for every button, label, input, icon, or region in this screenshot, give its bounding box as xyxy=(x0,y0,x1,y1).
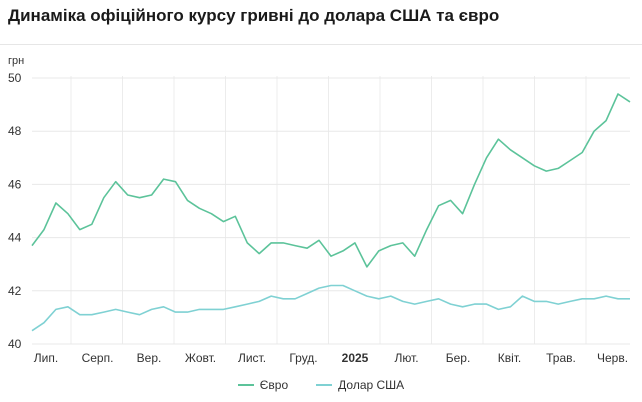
x-tick-label: Черв. xyxy=(597,351,628,365)
y-tick-label: 48 xyxy=(8,124,22,138)
x-tick-label: Бер. xyxy=(446,351,471,365)
horizontal-gridlines xyxy=(32,77,630,345)
legend-swatch-euro xyxy=(237,384,254,386)
legend: Євро Долар США xyxy=(0,378,642,392)
y-tick-label: 44 xyxy=(8,231,22,245)
x-tick-label: Груд. xyxy=(289,351,317,365)
x-tick-label: 2025 xyxy=(342,351,369,365)
chart-title: Динаміка офіційного курсу гривні до дола… xyxy=(8,6,500,25)
legend-label-euro: Євро xyxy=(259,378,289,392)
y-tick-label: 42 xyxy=(8,284,22,298)
x-tick-label: Лют. xyxy=(394,351,418,365)
legend-item-usd[interactable]: Долар США xyxy=(316,378,404,392)
series-line-euro xyxy=(31,93,631,268)
legend-item-euro[interactable]: Євро xyxy=(237,378,289,392)
x-tick-label: Лист. xyxy=(238,351,266,365)
legend-label-usd: Долар США xyxy=(338,378,405,392)
y-tick-labels: 40 42 44 46 48 50 xyxy=(8,71,22,351)
x-tick-label: Серп. xyxy=(82,351,114,365)
vertical-gridlines xyxy=(70,76,587,344)
series-line-usd xyxy=(31,284,630,332)
x-tick-labels: Лип. Серп. Вер. Жовт. Лист. Груд. 2025 Лют. Бер.… xyxy=(34,351,628,365)
x-tick-label: Квіт. xyxy=(498,351,522,365)
x-tick-label: Жовт. xyxy=(185,351,216,365)
legend-swatch-usd xyxy=(316,384,333,386)
x-tick-label: Трав. xyxy=(546,351,576,365)
x-tick-label: Лип. xyxy=(34,351,58,365)
y-axis-unit: грн xyxy=(8,55,24,67)
series-lines xyxy=(31,93,631,332)
y-tick-label: 46 xyxy=(8,177,22,191)
y-tick-label: 50 xyxy=(8,71,22,85)
title-divider xyxy=(0,44,642,45)
y-tick-label: 40 xyxy=(8,337,22,351)
x-tick-label: Вер. xyxy=(137,351,162,365)
